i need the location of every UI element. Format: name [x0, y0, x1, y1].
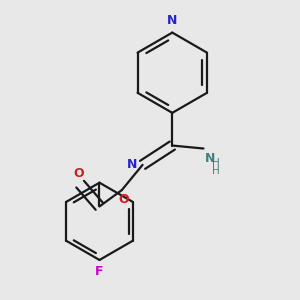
- Text: N: N: [205, 152, 215, 165]
- Text: O: O: [74, 167, 84, 180]
- Text: H: H: [212, 166, 220, 176]
- Text: N: N: [167, 14, 178, 27]
- Text: O: O: [119, 193, 130, 206]
- Text: N: N: [127, 158, 137, 171]
- Text: H: H: [212, 158, 220, 168]
- Text: F: F: [95, 265, 104, 278]
